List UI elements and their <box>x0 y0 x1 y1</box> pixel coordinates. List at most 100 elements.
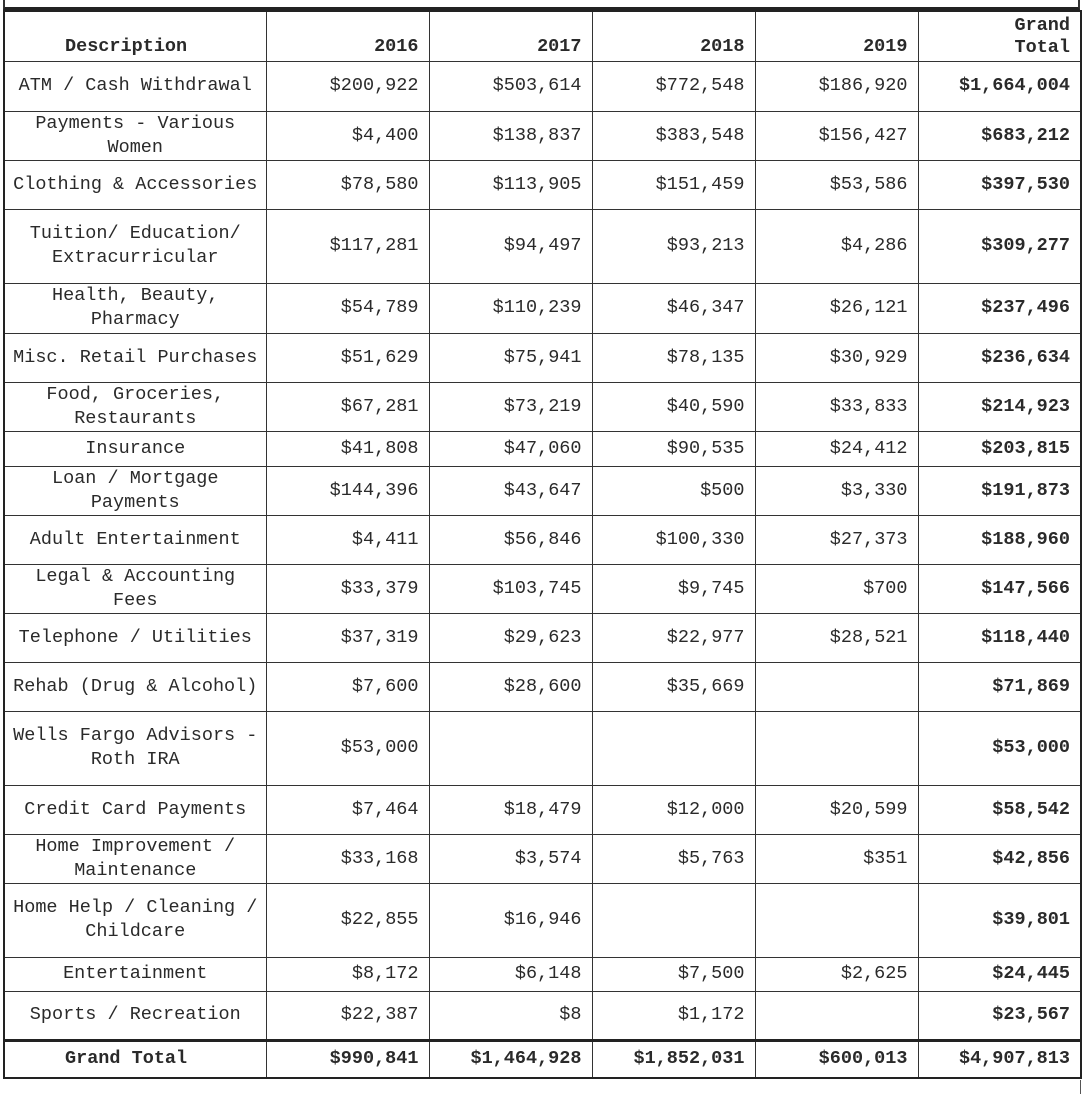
row-value-2019 <box>754 882 919 958</box>
table-row: ATM / Cash Withdrawal $200,922 $503,614 $77… <box>3 60 1082 112</box>
row-value-2017: $94,497 <box>428 208 593 284</box>
row-value-2018: $9,745 <box>591 563 756 614</box>
table-row: Misc. Retail Purchases $51,629 $75,941 $78,… <box>3 332 1082 383</box>
grand-total-row: Grand Total $990,841 $1,464,928 $1,852,0… <box>3 1038 1082 1079</box>
row-value-2016: $200,922 <box>265 60 430 112</box>
row-value-2016: $8,172 <box>265 956 430 992</box>
table-row: Loan / Mortgage Payments $144,396 $43,647 $… <box>3 465 1082 516</box>
row-value-2017: $56,846 <box>428 514 593 565</box>
row-grand-total: $309,277 <box>917 208 1082 284</box>
row-value-2017: $73,219 <box>428 381 593 432</box>
row-description: Health, Beauty, Pharmacy <box>3 282 267 334</box>
row-value-2016: $7,600 <box>265 661 430 712</box>
row-value-2016: $22,855 <box>265 882 430 958</box>
row-value-2017: $103,745 <box>428 563 593 614</box>
row-grand-total: $397,530 <box>917 159 1082 210</box>
row-value-2017: $29,623 <box>428 612 593 663</box>
row-value-2017: $28,600 <box>428 661 593 712</box>
row-value-2017: $47,060 <box>428 430 593 467</box>
row-value-2017: $6,148 <box>428 956 593 992</box>
row-grand-total: $147,566 <box>917 563 1082 614</box>
row-value-2016: $54,789 <box>265 282 430 334</box>
row-value-2018: $100,330 <box>591 514 756 565</box>
row-value-2016: $41,808 <box>265 430 430 467</box>
table-row: Credit Card Payments $7,464 $18,479 $12,000… <box>3 784 1082 835</box>
table-body: ATM / Cash Withdrawal $200,922 $503,614 $77… <box>3 60 1082 1041</box>
header-row: Description 2016 2017 2018 2019 Grand To… <box>3 10 1082 62</box>
row-value-2016: $67,281 <box>265 381 430 432</box>
row-value-2017: $110,239 <box>428 282 593 334</box>
row-value-2019: $2,625 <box>754 956 919 992</box>
row-value-2018: $35,669 <box>591 661 756 712</box>
row-value-2018: $93,213 <box>591 208 756 284</box>
row-value-2017 <box>428 710 593 786</box>
row-value-2017: $138,837 <box>428 110 593 161</box>
row-value-2017: $75,941 <box>428 332 593 383</box>
row-grand-total: $237,496 <box>917 282 1082 334</box>
expense-summary-table: Description 2016 2017 2018 2019 Grand To… <box>3 10 1082 1079</box>
row-value-2016: $51,629 <box>265 332 430 383</box>
grand-total-2016: $990,841 <box>265 1038 430 1079</box>
table-row: Legal & Accounting Fees $33,379 $103,745 $9… <box>3 563 1082 614</box>
row-value-2016: $4,411 <box>265 514 430 565</box>
grand-total-2019: $600,013 <box>754 1038 919 1079</box>
table-row: Insurance $41,808 $47,060 $90,535 $24,412 $20… <box>3 430 1082 467</box>
grand-total-all: $4,907,813 <box>917 1038 1082 1079</box>
row-grand-total: $58,542 <box>917 784 1082 835</box>
row-description: Loan / Mortgage Payments <box>3 465 267 516</box>
table-row: Adult Entertainment $4,411 $56,846 $100,330… <box>3 514 1082 565</box>
row-value-2018: $12,000 <box>591 784 756 835</box>
row-value-2018: $22,977 <box>591 612 756 663</box>
row-value-2018: $46,347 <box>591 282 756 334</box>
row-value-2019: $4,286 <box>754 208 919 284</box>
row-description: Telephone / Utilities <box>3 612 267 663</box>
row-description: Sports / Recreation <box>3 990 267 1041</box>
row-value-2017: $113,905 <box>428 159 593 210</box>
row-grand-total: $188,960 <box>917 514 1082 565</box>
row-grand-total: $53,000 <box>917 710 1082 786</box>
row-description: Home Improvement / Maintenance <box>3 833 267 884</box>
grand-total-header-line-1: Grand <box>1014 14 1070 36</box>
row-value-2017: $8 <box>428 990 593 1041</box>
row-description: Wells Fargo Advisors - Roth IRA <box>3 710 267 786</box>
row-value-2019: $3,330 <box>754 465 919 516</box>
row-value-2016: $7,464 <box>265 784 430 835</box>
row-grand-total: $39,801 <box>917 882 1082 958</box>
row-value-2018: $383,548 <box>591 110 756 161</box>
row-value-2019: $30,929 <box>754 332 919 383</box>
row-value-2018 <box>591 882 756 958</box>
row-value-2019: $53,586 <box>754 159 919 210</box>
row-value-2018: $40,590 <box>591 381 756 432</box>
page-edge-mark <box>1080 1080 1081 1094</box>
column-header-2019: 2019 <box>754 10 919 62</box>
row-value-2018: $1,172 <box>591 990 756 1041</box>
row-value-2016: $78,580 <box>265 159 430 210</box>
row-value-2016: $4,400 <box>265 110 430 161</box>
row-value-2019: $28,521 <box>754 612 919 663</box>
row-description: Rehab (Drug & Alcohol) <box>3 661 267 712</box>
grand-total-2018: $1,852,031 <box>591 1038 756 1079</box>
row-value-2017: $16,946 <box>428 882 593 958</box>
table-row: Clothing & Accessories $78,580 $113,905 $15… <box>3 159 1082 210</box>
row-value-2019: $700 <box>754 563 919 614</box>
row-grand-total: $71,869 <box>917 661 1082 712</box>
row-grand-total: $236,634 <box>917 332 1082 383</box>
row-description: Entertainment <box>3 956 267 992</box>
table-row: Telephone / Utilities $37,319 $29,623 $22,9… <box>3 612 1082 663</box>
table-row: Food, Groceries, Restaurants $67,281 $73,2… <box>3 381 1082 432</box>
row-value-2018: $500 <box>591 465 756 516</box>
table-row: Sports / Recreation $22,387 $8 $1,172 $23,56… <box>3 990 1082 1041</box>
table-row: Tuition/ Education/ Extracurricular $117,… <box>3 208 1082 284</box>
row-value-2016: $53,000 <box>265 710 430 786</box>
column-header-grand-total: Grand Total <box>917 10 1082 62</box>
grand-total-label: Grand Total <box>3 1038 267 1079</box>
row-value-2018: $90,535 <box>591 430 756 467</box>
row-value-2018 <box>591 710 756 786</box>
row-description: Payments - Various Women <box>3 110 267 161</box>
row-value-2017: $43,647 <box>428 465 593 516</box>
row-grand-total: $1,664,004 <box>917 60 1082 112</box>
column-header-2018: 2018 <box>591 10 756 62</box>
table-row: Wells Fargo Advisors - Roth IRA $53,000 $5… <box>3 710 1082 786</box>
row-grand-total: $24,445 <box>917 956 1082 992</box>
row-value-2016: $117,281 <box>265 208 430 284</box>
